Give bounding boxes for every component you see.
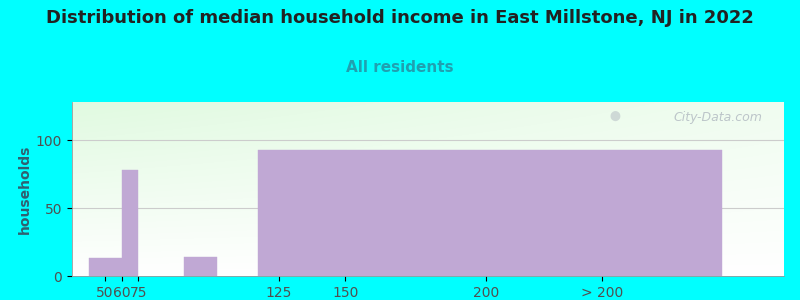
Text: Distribution of median household income in East Millstone, NJ in 2022: Distribution of median household income … xyxy=(46,9,754,27)
Bar xyxy=(122,170,138,276)
Bar xyxy=(258,150,722,276)
Bar xyxy=(184,257,217,276)
Text: ⬤: ⬤ xyxy=(610,111,621,121)
Y-axis label: households: households xyxy=(18,144,32,234)
Bar xyxy=(89,258,122,276)
Text: City-Data.com: City-Data.com xyxy=(674,111,762,124)
Text: All residents: All residents xyxy=(346,60,454,75)
